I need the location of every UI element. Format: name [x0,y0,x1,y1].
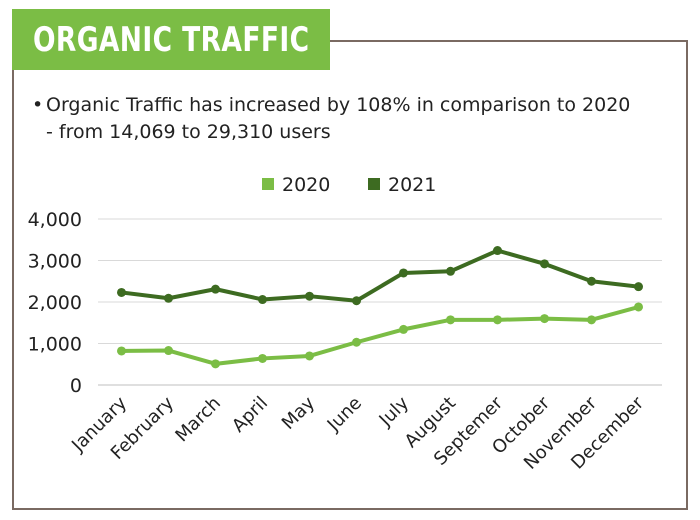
data-point-2021 [399,268,408,278]
data-point-2020 [258,353,267,363]
data-point-2021 [305,291,314,301]
legend-label-2021: 2021 [388,174,436,196]
series-line-2021 [119,248,641,303]
data-point-2020 [399,324,408,334]
page-title: ORGANIC TRAFFIC [32,19,310,60]
data-point-2021 [540,259,549,269]
x-tick-label: March [171,393,225,447]
legend-swatch-2021 [368,178,380,190]
data-point-2021 [258,295,267,305]
legend-label-2020: 2020 [282,174,330,196]
x-tick-label: May [278,392,319,433]
summary-bullet: • Organic Traffic has increased by 108% … [32,92,676,146]
data-point-2020 [540,314,549,324]
summary-line-1: Organic Traffic has increased by 108% in… [46,94,631,116]
y-tick-label: 4,000 [28,209,82,231]
data-point-2020 [634,302,643,312]
data-point-2020 [164,346,173,356]
data-point-2021 [164,293,173,303]
summary-line-2: - from 14,069 to 29,310 users [46,121,331,143]
data-point-2020 [117,346,126,356]
x-tick-label: April [228,393,272,437]
data-point-2020 [352,337,361,347]
data-point-2021 [634,282,643,292]
title-banner: ORGANIC TRAFFIC [12,9,330,70]
data-point-2020 [587,315,596,325]
data-point-2020 [211,359,220,369]
x-tick-label: June [323,393,366,436]
y-tick-label: 3,000 [28,251,82,273]
data-point-2021 [587,276,596,286]
data-point-2021 [211,284,220,294]
y-tick-label: 1,000 [28,334,82,356]
bullet-marker: • [32,94,44,116]
legend-swatch-2020 [262,178,274,190]
data-point-2020 [446,315,455,325]
y-tick-label: 2,000 [28,292,82,314]
series-line-2020 [119,304,641,366]
data-point-2021 [493,246,502,256]
data-point-2020 [305,351,314,361]
y-tick-label: 0 [70,375,82,397]
x-tick-label: July [375,392,414,431]
data-point-2021 [352,296,361,306]
data-point-2021 [446,266,455,276]
data-point-2021 [117,287,126,297]
data-point-2020 [493,315,502,325]
